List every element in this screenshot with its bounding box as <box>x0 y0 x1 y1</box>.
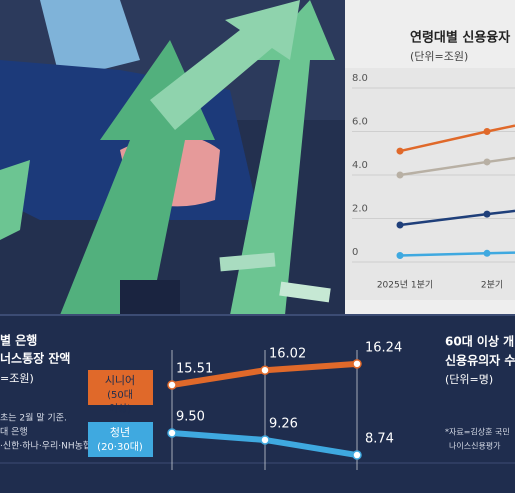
point <box>483 249 491 257</box>
plot-bg <box>345 68 515 300</box>
note: ·신한·하나·우리·NH농협 <box>0 440 91 452</box>
y-tick-label: 2.0 <box>352 204 368 215</box>
chart-subtitle: (단위=조원) <box>410 50 468 63</box>
y-tick-label: 4.0 <box>352 160 368 171</box>
value-label: 9.50 <box>176 410 205 425</box>
legend-label: 청년 (20·30대) <box>97 426 143 453</box>
point <box>352 359 362 369</box>
shirt <box>40 0 140 80</box>
point <box>483 158 491 166</box>
value-label: 9.26 <box>269 416 298 431</box>
point <box>167 380 177 390</box>
legend-box <box>88 370 153 405</box>
value-label: 8.74 <box>365 432 394 447</box>
side-unit: (단위=명) <box>445 373 493 386</box>
point <box>396 251 404 259</box>
point <box>396 147 404 155</box>
point <box>396 221 404 229</box>
point <box>352 450 362 460</box>
legend-box <box>88 422 153 457</box>
y-tick-label: 8.0 <box>352 73 368 84</box>
arrow-left <box>0 160 30 240</box>
point <box>260 435 270 445</box>
note: 대 은행 <box>0 426 28 438</box>
arrow-diag <box>150 0 300 130</box>
point <box>167 428 177 438</box>
bill <box>279 281 331 303</box>
point <box>260 365 270 375</box>
panel-bg-bottom <box>0 315 515 493</box>
side-title: 60대 이상 개 <box>445 334 514 349</box>
value-label: 16.02 <box>269 347 306 362</box>
source: *자료=김상훈 국민 <box>445 427 510 437</box>
note: 초는 2월 말 기준. <box>0 412 67 424</box>
source: 나이스신용평가 <box>449 441 501 451</box>
value-label: 16.24 <box>365 340 402 355</box>
leg <box>120 280 180 315</box>
point <box>483 128 491 135</box>
x-tick-label: 2분기 <box>481 280 503 291</box>
chart-title: 별 은행 <box>0 333 37 348</box>
point <box>396 171 404 179</box>
chart-title: 연령대별 신용융자 잔 <box>410 30 515 46</box>
value-label: 15.51 <box>176 362 213 377</box>
y-tick-label: 0 <box>352 247 358 258</box>
legend-label: 시니어 (50대 이상) <box>105 374 135 415</box>
x-tick-label: 2025년 1분기 <box>377 280 433 291</box>
point <box>483 210 491 218</box>
chart-title: 너스통장 잔액 <box>0 351 70 366</box>
arrow-right <box>230 0 335 315</box>
y-tick-label: 6.0 <box>352 117 368 128</box>
chart-subtitle: =조원) <box>0 372 34 385</box>
bill <box>219 252 276 272</box>
side-title: 신용유의자 수 <box>445 353 515 368</box>
